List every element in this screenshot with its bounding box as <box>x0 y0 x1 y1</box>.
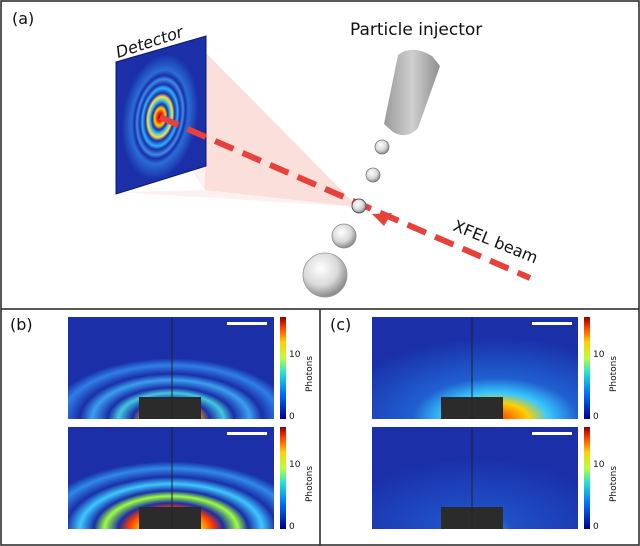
particle-injector-label: Particle injector <box>350 20 482 40</box>
scale-bar <box>227 432 267 435</box>
colorbar-title: Photons <box>305 466 315 502</box>
panel-a: (a) Detector XFEL beam Particle injector <box>12 9 541 298</box>
xfel-beam-label: XFEL beam <box>451 216 541 267</box>
colorbar-b-bottom: 10 0 Photons <box>280 427 315 532</box>
colorbar-tick: 0 <box>289 412 295 422</box>
colorbar-tick: 0 <box>593 412 599 422</box>
xfel-beam-line <box>158 114 532 281</box>
panel-a-label: (a) <box>12 9 34 28</box>
scale-bar <box>532 432 572 435</box>
colorbar-c-top: 10 0 Photons <box>584 317 619 422</box>
virus-particle-icon <box>331 223 357 249</box>
diffraction-image-c-bottom <box>372 427 578 529</box>
particle-injector-nozzle-icon <box>384 49 440 136</box>
colorbar-title: Photons <box>609 356 619 392</box>
panel-b: (b) 10 0 Photons 10 0 Photons <box>10 315 315 532</box>
colorbar-tick: 0 <box>289 522 295 532</box>
beam-arrow-head <box>372 213 392 226</box>
virus-particle-icon <box>365 167 381 183</box>
scale-bar <box>532 322 572 325</box>
colorbar-tick: 0 <box>593 522 599 532</box>
colorbar-tick: 10 <box>289 460 301 470</box>
panel-b-label: (b) <box>10 315 33 334</box>
colorbar-tick: 10 <box>593 460 605 470</box>
colorbar-tick: 10 <box>289 350 301 360</box>
colorbar-title: Photons <box>305 356 315 392</box>
diffraction-image-c-top <box>372 317 578 419</box>
colorbar-b-top: 10 0 Photons <box>280 317 315 422</box>
beamstop <box>139 507 201 529</box>
colorbar-title: Photons <box>609 466 619 502</box>
panel-c: (c) 10 0 Photons 10 0 Photons <box>330 315 619 532</box>
virus-particle-icon <box>302 252 348 298</box>
beamstop <box>139 397 201 419</box>
scale-bar <box>227 322 267 325</box>
panel-c-label: (c) <box>330 315 351 334</box>
virus-particle-icon <box>374 139 390 155</box>
virus-particle-icon <box>351 198 367 214</box>
diffraction-image-b-bottom <box>68 427 274 529</box>
colorbar-c-bottom: 10 0 Photons <box>584 427 619 532</box>
colorbar-tick: 10 <box>593 350 605 360</box>
diffraction-image-b-top <box>68 317 274 419</box>
